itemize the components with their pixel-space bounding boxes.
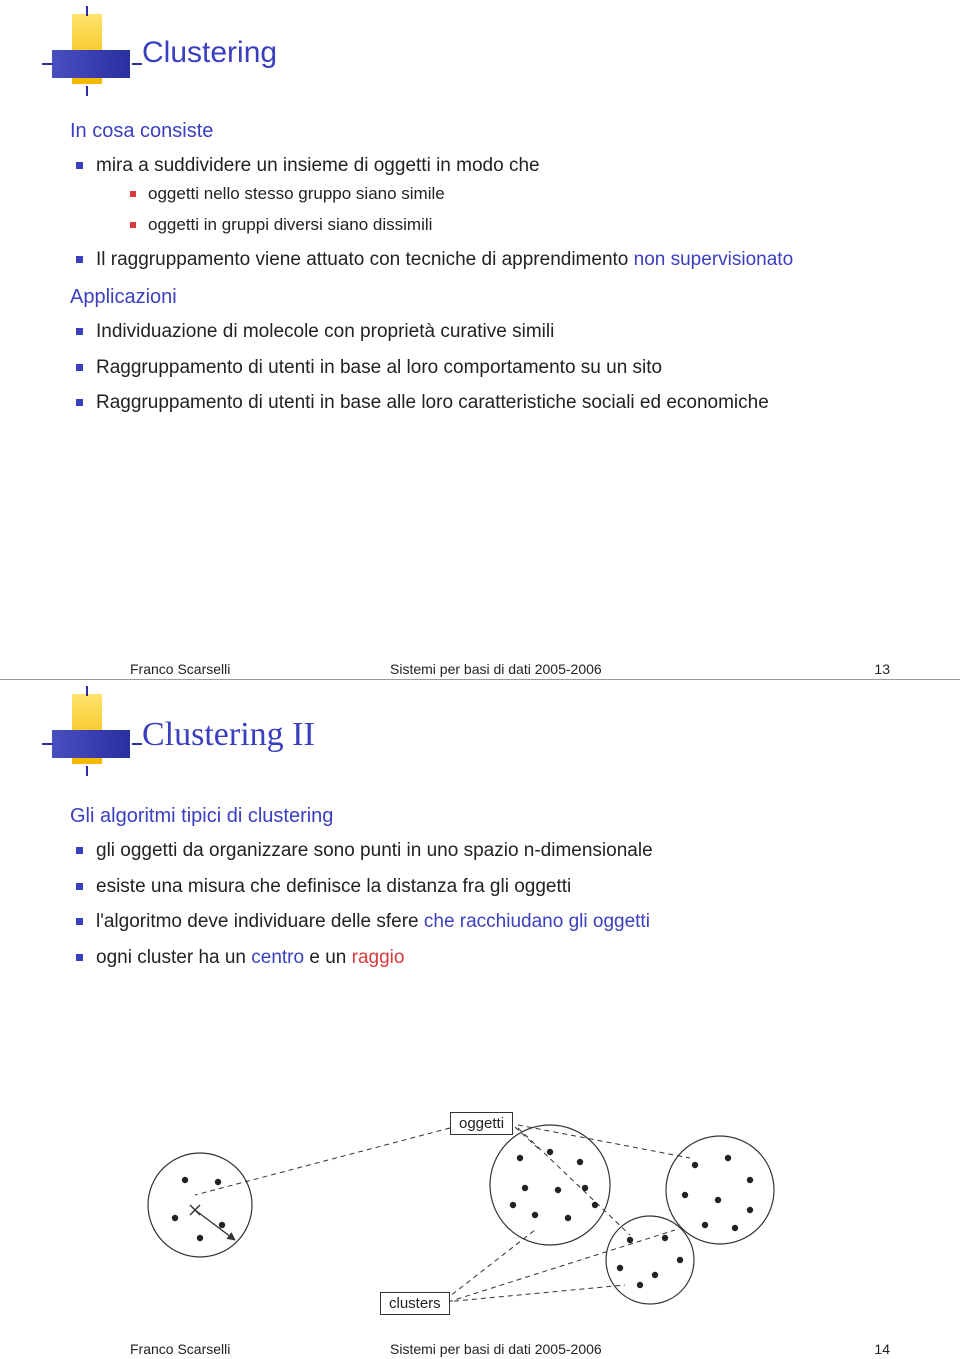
slide-2: Clustering II Gli algoritmi tipici di cl… [0,680,960,1359]
slide-title: Clustering II [142,716,315,754]
bullet-item: l'algoritmo deve individuare delle sfere… [70,909,900,935]
bullet-item: Raggruppamento di utenti in base alle lo… [70,390,900,416]
footer-page-number: 13 [874,661,890,677]
title-tick [86,766,88,776]
slide-body: In cosa consiste mira a suddividere un i… [70,120,900,430]
footer-author: Franco Scarselli [130,661,230,677]
page: Clustering In cosa consiste mira a suddi… [0,0,960,1359]
title-graphic-horizontal [52,730,130,758]
bullet-item: mira a suddividere un insieme di oggetti… [70,153,900,237]
title-tick [42,743,52,745]
highlight-red: raggio [352,947,405,968]
section-heading: In cosa consiste [70,120,900,143]
bullet-item: gli oggetti da organizzare sono punti in… [70,838,900,864]
bullet-text: Il raggruppamento viene attuato con tecn… [96,249,634,270]
highlight-blue: non supervisionato [634,249,794,270]
cluster-diagram: oggetti clusters [120,1110,840,1320]
section-heading: Applicazioni [70,286,900,309]
diagram-label-oggetti: oggetti [450,1112,513,1135]
bullet-text: ogni cluster ha un [96,947,251,968]
bullet-text: mira a suddividere un insieme di oggetti… [96,155,540,176]
section-heading: Gli algoritmi tipici di clustering [70,805,900,828]
diagram-label-clusters: clusters [380,1292,450,1315]
title-tick [132,743,142,745]
title-tick [42,63,52,65]
sub-bullet-item: oggetti in gruppi diversi siano dissimil… [126,214,900,237]
sub-bullet-list: oggetti nello stesso gruppo siano simile… [126,183,900,237]
slide-title: Clustering [142,36,277,70]
slide-1: Clustering In cosa consiste mira a suddi… [0,0,960,679]
title-graphic-horizontal [52,50,130,78]
bullet-item: ogni cluster ha un centro e un raggio [70,945,900,971]
footer-course: Sistemi per basi di dati 2005-2006 [390,1341,602,1357]
bullet-list: gli oggetti da organizzare sono punti in… [70,838,900,971]
bullet-item: esiste una misura che definisce la dista… [70,874,900,900]
title-header: Clustering [70,28,890,118]
footer-course: Sistemi per basi di dati 2005-2006 [390,661,602,677]
sub-bullet-item: oggetti nello stesso gruppo siano simile [126,183,900,206]
footer-page-number: 14 [874,1341,890,1357]
highlight-blue: che racchiudano gli oggetti [424,911,650,932]
slide-body: Gli algoritmi tipici di clustering gli o… [70,805,900,985]
title-tick [86,686,88,696]
title-tick [86,6,88,16]
bullet-item: Raggruppamento di utenti in base al loro… [70,355,900,381]
title-header: Clustering II [70,708,890,798]
bullet-list: mira a suddividere un insieme di oggetti… [70,153,900,272]
bullet-item: Il raggruppamento viene attuato con tecn… [70,247,900,273]
cluster-diagram-svg [120,1110,840,1320]
bullet-list: Individuazione di molecole con proprietà… [70,319,900,416]
title-tick [132,63,142,65]
bullet-text: e un [304,947,352,968]
footer-author: Franco Scarselli [130,1341,230,1357]
bullet-text: l'algoritmo deve individuare delle sfere [96,911,424,932]
bullet-item: Individuazione di molecole con proprietà… [70,319,900,345]
title-tick [86,86,88,96]
highlight-blue: centro [251,947,304,968]
